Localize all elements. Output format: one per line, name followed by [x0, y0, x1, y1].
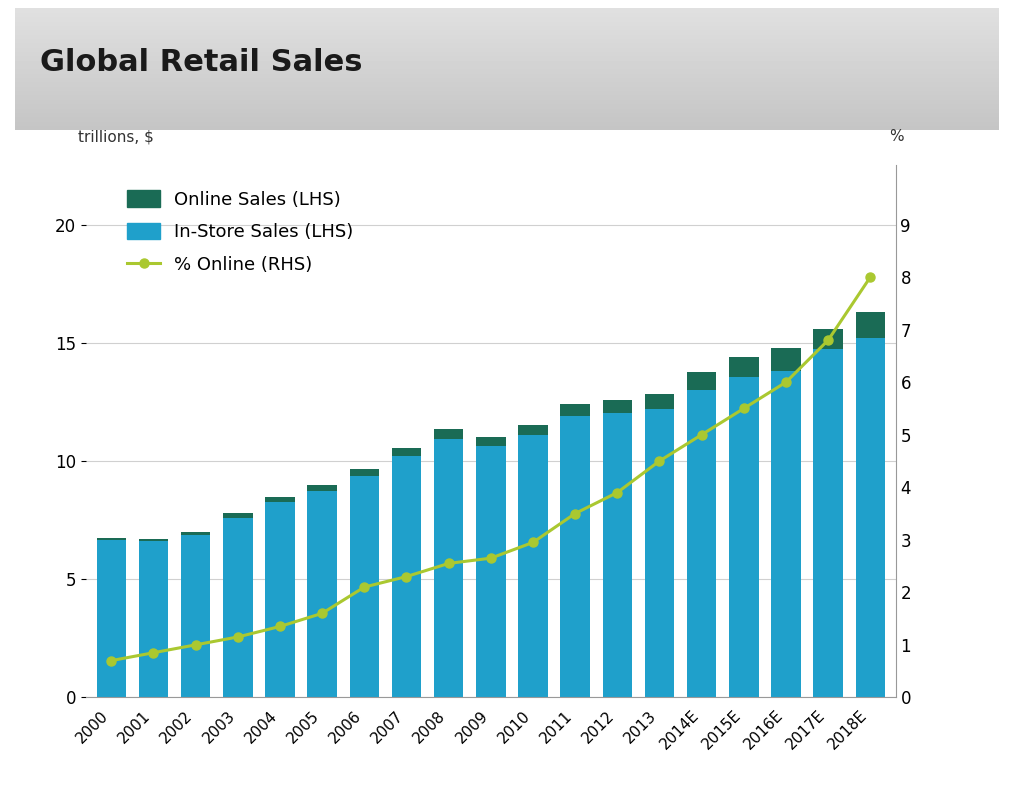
Text: Global Retail Sales: Global Retail Sales [39, 48, 362, 77]
Bar [770, 348, 800, 371]
Bar [434, 429, 463, 438]
Bar [644, 394, 673, 409]
Bar [475, 446, 506, 697]
Bar [813, 329, 842, 348]
Bar [307, 485, 337, 490]
Bar [181, 536, 210, 697]
Bar [391, 448, 421, 456]
Bar [349, 470, 379, 476]
Bar [728, 357, 758, 377]
Bar [560, 416, 589, 697]
Bar [813, 348, 842, 697]
Bar [222, 518, 253, 697]
Bar [434, 438, 463, 697]
Text: %: % [889, 129, 903, 144]
Bar [265, 503, 294, 697]
Bar [265, 497, 294, 503]
Bar [728, 377, 758, 697]
Bar [686, 390, 716, 697]
Bar [518, 435, 547, 697]
Bar [602, 400, 632, 413]
Text: trillions, $: trillions, $ [78, 129, 154, 144]
Bar [770, 371, 800, 697]
Bar [222, 514, 253, 518]
Bar [307, 490, 337, 697]
Legend: Online Sales (LHS), In-Store Sales (LHS), % Online (RHS): Online Sales (LHS), In-Store Sales (LHS)… [127, 191, 353, 274]
Bar [686, 373, 716, 390]
Bar [391, 456, 421, 697]
Bar [602, 413, 632, 697]
Bar [475, 437, 506, 446]
Bar [644, 409, 673, 697]
Bar [139, 541, 168, 697]
Bar [349, 476, 379, 697]
Bar [854, 312, 885, 338]
Bar [96, 537, 126, 541]
Bar [854, 338, 885, 697]
Bar [139, 538, 168, 541]
Bar [560, 404, 589, 416]
Bar [518, 425, 547, 435]
Bar [181, 532, 210, 536]
Bar [96, 541, 126, 697]
